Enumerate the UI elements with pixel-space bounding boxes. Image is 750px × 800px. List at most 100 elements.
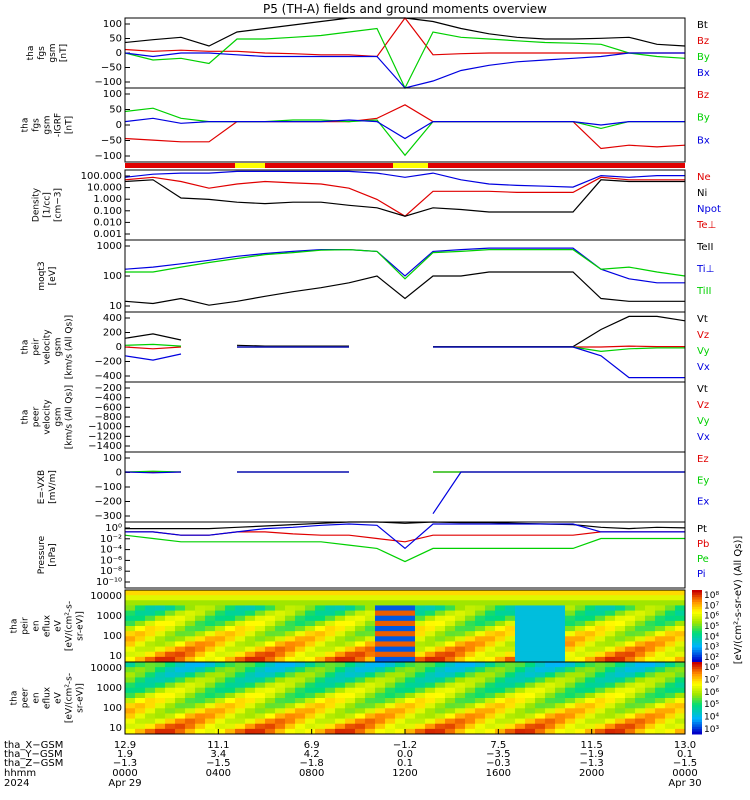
heatmap-cell — [515, 718, 526, 725]
heatmap-cell — [215, 698, 226, 704]
heatmap-cell — [345, 667, 356, 673]
heatmap-cell — [305, 713, 316, 720]
heatmap-cell — [555, 703, 566, 709]
heatmap-cell — [305, 651, 316, 658]
heatmap-cell — [505, 708, 516, 714]
heatmap-cell — [605, 718, 616, 725]
y-tick-label: 100 — [103, 19, 122, 30]
heatmap-cell — [295, 641, 306, 648]
heatmap-cell — [195, 636, 206, 642]
colorbar-segment — [692, 592, 702, 596]
heatmap-cell — [605, 595, 616, 601]
heatmap-cell — [405, 662, 416, 668]
heatmap-cell — [655, 646, 666, 653]
heatmap-cell — [365, 610, 376, 617]
heatmap-cell — [565, 620, 576, 627]
heatmap-cell — [145, 641, 156, 648]
heatmap-cell — [365, 620, 376, 627]
x-tick-label: −1.3 — [580, 758, 604, 769]
heatmap-cell — [395, 651, 406, 658]
heatmap-cell — [125, 615, 136, 622]
x-tick-label: −3.5 — [486, 749, 510, 760]
heatmap-cell — [235, 687, 246, 694]
series-line-Vz — [124, 345, 685, 350]
heatmap-cell — [215, 590, 226, 596]
colorbar-tick-label: 10⁷ — [704, 601, 719, 611]
heatmap-cell — [555, 713, 566, 720]
heatmap-cell — [225, 590, 236, 596]
heatmap-cell — [125, 605, 136, 612]
heatmap-cell — [515, 698, 526, 704]
heatmap-cell — [165, 620, 176, 627]
heatmap-cell — [555, 605, 566, 612]
heatmap-cell — [355, 656, 366, 663]
colorbar-tick-label: 10⁴ — [704, 632, 719, 642]
heatmap-cell — [195, 646, 206, 653]
heatmap-cell — [535, 698, 546, 704]
heatmap-cell — [135, 718, 146, 725]
x-tick-label: 0.0 — [397, 749, 413, 760]
heatmap-cell — [185, 610, 196, 617]
heatmap-cell — [235, 615, 246, 622]
heatmap-cell — [345, 600, 356, 606]
heatmap-cell — [485, 600, 496, 606]
heatmap-cell — [535, 708, 546, 714]
y-tick-label: −1000 — [88, 422, 122, 433]
heatmap-cell — [135, 615, 146, 622]
heatmap-cell — [445, 646, 456, 653]
heatmap-cell — [455, 631, 466, 637]
heatmap-cell — [435, 620, 446, 627]
heatmap-cell — [405, 600, 416, 606]
heatmap-cell — [505, 600, 516, 606]
heatmap-cell — [245, 605, 256, 612]
heatmap-cell — [415, 631, 426, 637]
legend-entry: Bz — [697, 90, 709, 101]
heatmap-cell — [545, 672, 556, 678]
heatmap-cell — [125, 728, 136, 735]
heatmap-cell — [635, 615, 646, 622]
heatmap-cell — [455, 687, 466, 694]
heatmap-cell — [205, 667, 216, 673]
heatmap-cell — [255, 600, 266, 606]
heatmap-cell — [485, 631, 496, 637]
heatmap-cell — [375, 718, 386, 725]
heatmap-cell — [215, 610, 226, 617]
y-axis-label: en — [32, 620, 42, 631]
colorbar-segment — [692, 714, 702, 718]
heatmap-cell — [145, 692, 156, 699]
heatmap-cell — [215, 595, 226, 601]
heatmap-cell — [255, 687, 266, 694]
heatmap-cell — [355, 728, 366, 735]
heatmap-cell — [455, 723, 466, 730]
heatmap-cell — [455, 708, 466, 714]
heatmap-cell — [405, 703, 416, 709]
colorbar-segment — [692, 621, 702, 625]
heatmap-cell — [395, 723, 406, 730]
heatmap-cell — [285, 651, 296, 658]
heatmap-cell — [355, 723, 366, 730]
heatmap-cell — [185, 641, 196, 648]
heatmap-cell — [505, 590, 516, 596]
heatmap-cell — [455, 692, 466, 699]
heatmap-cell — [375, 677, 386, 684]
heatmap-cell — [355, 615, 366, 622]
heatmap-cell — [665, 590, 676, 596]
heatmap-cell — [375, 703, 386, 709]
heatmap-cell — [235, 677, 246, 684]
y-axis-label: [mV/m] — [48, 470, 58, 504]
heatmap-cell — [165, 682, 176, 689]
heatmap-cell — [275, 651, 286, 658]
heatmap-cell — [435, 590, 446, 596]
heatmap-cell — [555, 667, 566, 673]
heatmap-cell — [335, 703, 346, 709]
heatmap-cell — [385, 631, 396, 637]
y-tick-label: 50 — [109, 105, 122, 116]
heatmap-cell — [175, 600, 186, 606]
heatmap-cell — [505, 713, 516, 720]
heatmap-cell — [445, 600, 456, 606]
heatmap-cell — [605, 682, 616, 689]
heatmap-cell — [275, 677, 286, 684]
heatmap-cell — [195, 651, 206, 658]
heatmap-cell — [615, 595, 626, 601]
heatmap-cell — [675, 631, 686, 637]
